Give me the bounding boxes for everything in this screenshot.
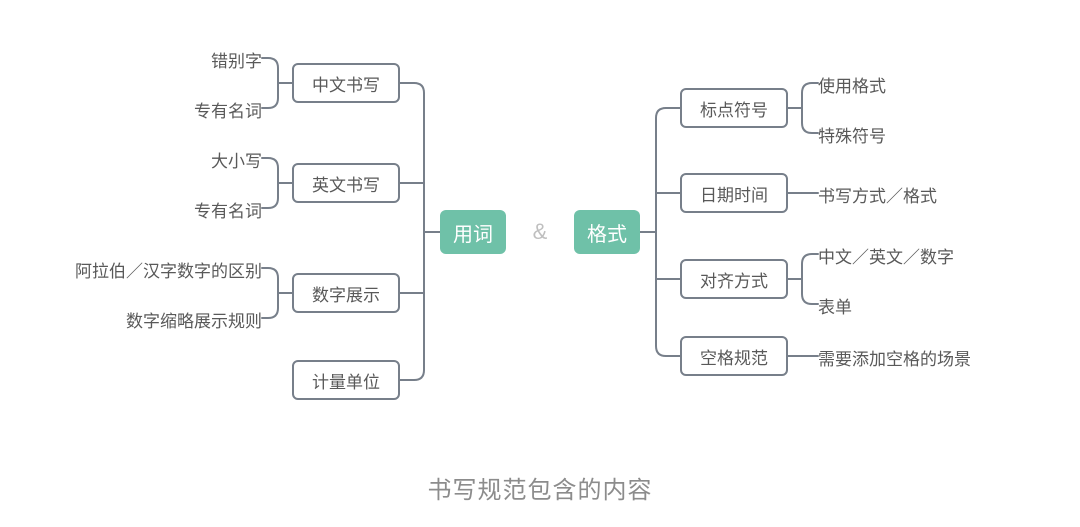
- leaf-proper-noun-cn: 专有名词: [194, 97, 262, 122]
- node-measurement-unit: 计量单位: [292, 360, 400, 400]
- root-right: 格式: [574, 210, 640, 254]
- leaf-align-lang: 中文／英文／数字: [818, 243, 954, 268]
- leaf-typo: 错别字: [211, 47, 262, 72]
- root-left: 用词: [440, 210, 506, 254]
- leaf-proper-noun-en: 专有名词: [194, 197, 262, 222]
- leaf-case: 大小写: [211, 147, 262, 172]
- node-english-writing: 英文书写: [292, 163, 400, 203]
- node-number-display: 数字展示: [292, 273, 400, 313]
- leaf-usage-format: 使用格式: [818, 72, 886, 97]
- leaf-datetime-format: 书写方式／格式: [818, 182, 937, 207]
- node-spacing: 空格规范: [680, 336, 788, 376]
- caption: 书写规范包含的内容: [0, 470, 1080, 505]
- leaf-spacing-scenario: 需要添加空格的场景: [818, 345, 971, 370]
- node-alignment: 对齐方式: [680, 259, 788, 299]
- ampersand: &: [533, 219, 548, 245]
- node-punctuation: 标点符号: [680, 88, 788, 128]
- leaf-align-form: 表单: [818, 293, 852, 318]
- node-chinese-writing: 中文书写: [292, 63, 400, 103]
- leaf-number-abbrev: 数字缩略展示规则: [126, 307, 262, 332]
- node-datetime: 日期时间: [680, 173, 788, 213]
- leaf-arabic-vs-hanzi: 阿拉伯／汉字数字的区别: [75, 257, 262, 282]
- leaf-special-symbol: 特殊符号: [818, 122, 886, 147]
